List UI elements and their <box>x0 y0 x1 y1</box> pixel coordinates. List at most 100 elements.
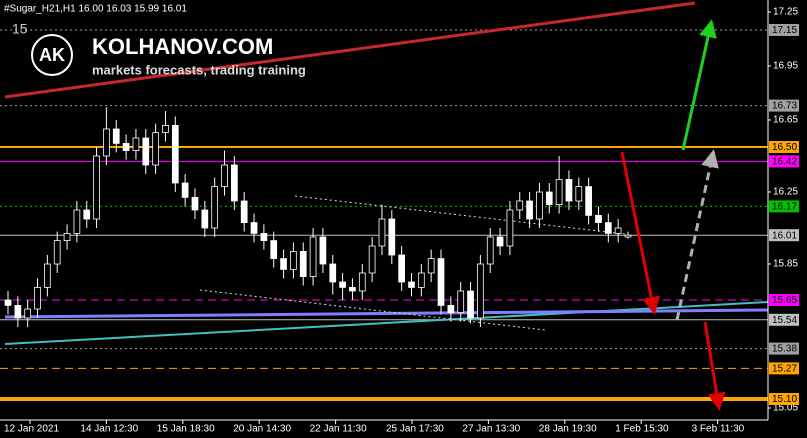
level-label: 16.50 <box>772 142 797 153</box>
candle-body <box>191 196 199 211</box>
arrow <box>675 149 719 321</box>
candle-body <box>536 191 543 220</box>
level-label: 17.15 <box>772 25 797 36</box>
candle-body <box>299 250 307 277</box>
level-label: 15.38 <box>772 344 797 355</box>
candle-body <box>358 272 366 292</box>
brand-tagline: markets forecasts, trading training <box>92 62 306 77</box>
candle-body <box>467 290 474 319</box>
candle-body <box>339 281 346 288</box>
level-label: 15.10 <box>772 394 797 405</box>
candle-body <box>181 182 189 198</box>
candle-body <box>417 272 425 288</box>
arrow <box>681 19 717 151</box>
x-tick-label: 3 Feb 11:30 <box>692 424 745 435</box>
candle-body <box>555 178 563 205</box>
candle-body <box>211 186 219 229</box>
candle-body <box>309 236 317 277</box>
candle-body <box>53 240 61 265</box>
y-tick-label: 16.95 <box>773 61 798 72</box>
candle-body <box>388 218 396 256</box>
logo: AK KOLHANOV.COM markets forecasts, tradi… <box>31 34 306 77</box>
level-box <box>769 141 799 153</box>
candle-body <box>63 232 71 241</box>
candle-body <box>132 137 140 152</box>
candle-body <box>526 200 533 220</box>
chart-subtitle: 15 <box>12 21 28 37</box>
y-tick-label: 16.65 <box>773 115 798 126</box>
candle-body <box>575 186 583 202</box>
level-box <box>769 294 799 306</box>
candle-body <box>83 209 91 220</box>
level-box <box>769 362 799 375</box>
candle-body <box>73 209 81 234</box>
logo-initials: AK <box>39 45 65 65</box>
level-box <box>769 342 799 355</box>
candle-body <box>250 222 258 234</box>
x-tick-label: 14 Jan 12:30 <box>80 424 138 435</box>
x-tick-label: 12 Jan 2021 <box>4 424 59 435</box>
level-label: 16.01 <box>772 230 797 241</box>
level-label: 15.27 <box>772 364 797 375</box>
arrow <box>703 321 726 411</box>
logo-ring <box>31 34 73 76</box>
candle-body <box>201 209 209 229</box>
y-tick-label: 17.25 <box>773 7 798 18</box>
candle-body <box>486 236 494 265</box>
level-box <box>769 229 799 242</box>
candle-body <box>516 200 524 211</box>
level-label: 15.65 <box>772 295 797 306</box>
y-tick-label: 15.05 <box>773 403 798 414</box>
candle-body <box>408 281 415 288</box>
x-tick-label: 15 Jan 18:30 <box>157 424 215 435</box>
candle-body <box>4 299 12 306</box>
candle-body <box>93 155 100 220</box>
candle-body <box>506 209 514 247</box>
x-tick-label: 20 Jan 14:30 <box>233 424 291 435</box>
level-box <box>769 313 799 326</box>
level-label: 16.42 <box>772 157 797 168</box>
candle-body <box>545 191 553 206</box>
candle-body <box>319 236 327 265</box>
candle-body <box>427 258 435 274</box>
candle-body <box>624 234 632 238</box>
level-box <box>769 24 799 36</box>
level-box <box>769 155 799 168</box>
drawings <box>4 1 769 345</box>
candle-body <box>614 227 622 234</box>
level-box <box>769 200 799 213</box>
level-box <box>769 393 799 405</box>
y-tick-label: 15.85 <box>773 259 798 270</box>
trendline <box>4 308 769 319</box>
candles <box>4 107 632 327</box>
trendline <box>4 301 769 345</box>
candle-body <box>447 304 455 313</box>
trendline <box>294 195 626 235</box>
candle-body <box>398 254 406 283</box>
candle-body <box>290 250 297 270</box>
x-tick-label: 25 Jan 17:30 <box>386 424 444 435</box>
candle-body <box>152 132 159 166</box>
candle-body <box>221 164 228 188</box>
candle-body <box>329 263 337 283</box>
level-label: 16.73 <box>772 101 797 112</box>
brand: KOLHANOV.COM <box>92 34 273 59</box>
candle-body <box>171 125 179 184</box>
x-tick-label: 22 Jan 11:30 <box>310 424 368 435</box>
candle-body <box>604 222 612 234</box>
arrow <box>620 151 661 315</box>
candle-body <box>457 290 465 314</box>
candle-body <box>270 240 278 260</box>
candle-body <box>585 186 592 216</box>
candle-body <box>112 128 120 144</box>
candle-body <box>595 214 602 223</box>
candle-body <box>437 258 445 306</box>
candle-body <box>477 263 484 319</box>
candle-body <box>44 263 51 288</box>
x-tick-label: 27 Jan 13:30 <box>462 424 520 435</box>
level-box <box>769 99 799 112</box>
candle-body <box>565 178 573 202</box>
candle-body <box>230 164 238 202</box>
